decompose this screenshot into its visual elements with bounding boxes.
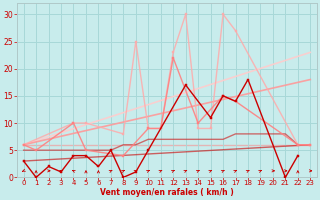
X-axis label: Vent moyen/en rafales ( km/h ): Vent moyen/en rafales ( km/h ) (100, 188, 234, 197)
